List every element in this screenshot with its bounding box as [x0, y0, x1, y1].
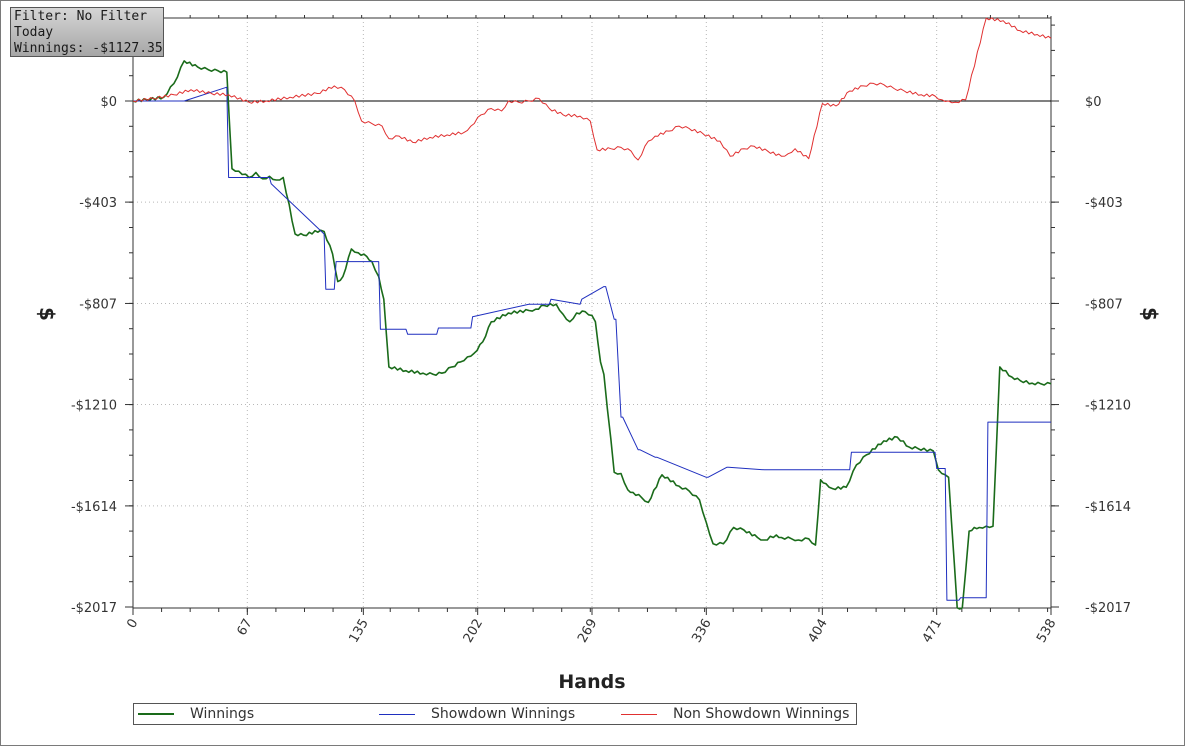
- filter-info-box: Filter: No Filter Today Winnings: -$1127…: [10, 7, 164, 57]
- x-axis-title: Hands: [558, 671, 625, 693]
- period-label: Today: [14, 25, 54, 40]
- legend-item-showdown: Showdown Winnings: [379, 706, 575, 722]
- series-line-showdown: [133, 86, 1051, 601]
- x-tick-label: 0: [124, 617, 141, 632]
- legend-item-winnings: Winnings: [138, 706, 254, 722]
- legend-swatch-winnings: [138, 713, 174, 715]
- series-layer: [132, 17, 1052, 610]
- x-tick-label: 135: [346, 617, 371, 646]
- x-tick-label: 202: [461, 617, 486, 646]
- x-tick-label: 336: [689, 617, 714, 646]
- y-tick-label-right: $0: [1085, 95, 1102, 110]
- legend-swatch-showdown: [379, 713, 415, 715]
- grid-lines: [133, 18, 1051, 608]
- y-tick-label-left: -$1614: [71, 500, 117, 515]
- y-axis-title-left: $: [35, 307, 59, 321]
- x-tick-label: 269: [575, 617, 600, 646]
- y-axis-title-right: $: [1138, 307, 1162, 321]
- legend-label-showdown: Showdown Winnings: [431, 706, 576, 722]
- x-tick-label: 538: [1034, 617, 1059, 646]
- series-line-winnings: [132, 60, 1052, 610]
- x-tick-label: 471: [920, 617, 945, 646]
- axis-ticks: [125, 15, 1059, 615]
- y-tick-label-left: -$403: [79, 196, 117, 211]
- winnings-total-label: Winnings: -$1127.35: [14, 41, 163, 56]
- y-tick-label-left: -$2017: [71, 601, 117, 616]
- y-tick-label-left: $0: [100, 95, 117, 110]
- y-tick-label-right: -$807: [1085, 297, 1123, 312]
- y-tick-label-right: -$403: [1085, 196, 1123, 211]
- x-tick-label: 404: [805, 617, 830, 646]
- filter-label: Filter: No Filter: [14, 9, 148, 24]
- y-tick-label-right: -$2017: [1085, 601, 1131, 616]
- legend-label-winnings: Winnings: [190, 706, 255, 722]
- y-tick-label-left: -$1210: [71, 399, 117, 414]
- series-line-non-showdown: [132, 17, 1052, 161]
- y-tick-label-right: -$1210: [1085, 399, 1131, 414]
- legend-label-non-showdown: Non Showdown Winnings: [673, 706, 850, 722]
- chart-legend: Winnings Showdown Winnings Non Showdown …: [133, 703, 857, 725]
- legend-item-non-showdown: Non Showdown Winnings: [621, 706, 849, 722]
- y-tick-label-right: -$1614: [1085, 500, 1131, 515]
- y-tick-label-left: -$807: [79, 297, 117, 312]
- legend-swatch-non-showdown: [621, 713, 657, 715]
- x-tick-label: 67: [235, 617, 256, 639]
